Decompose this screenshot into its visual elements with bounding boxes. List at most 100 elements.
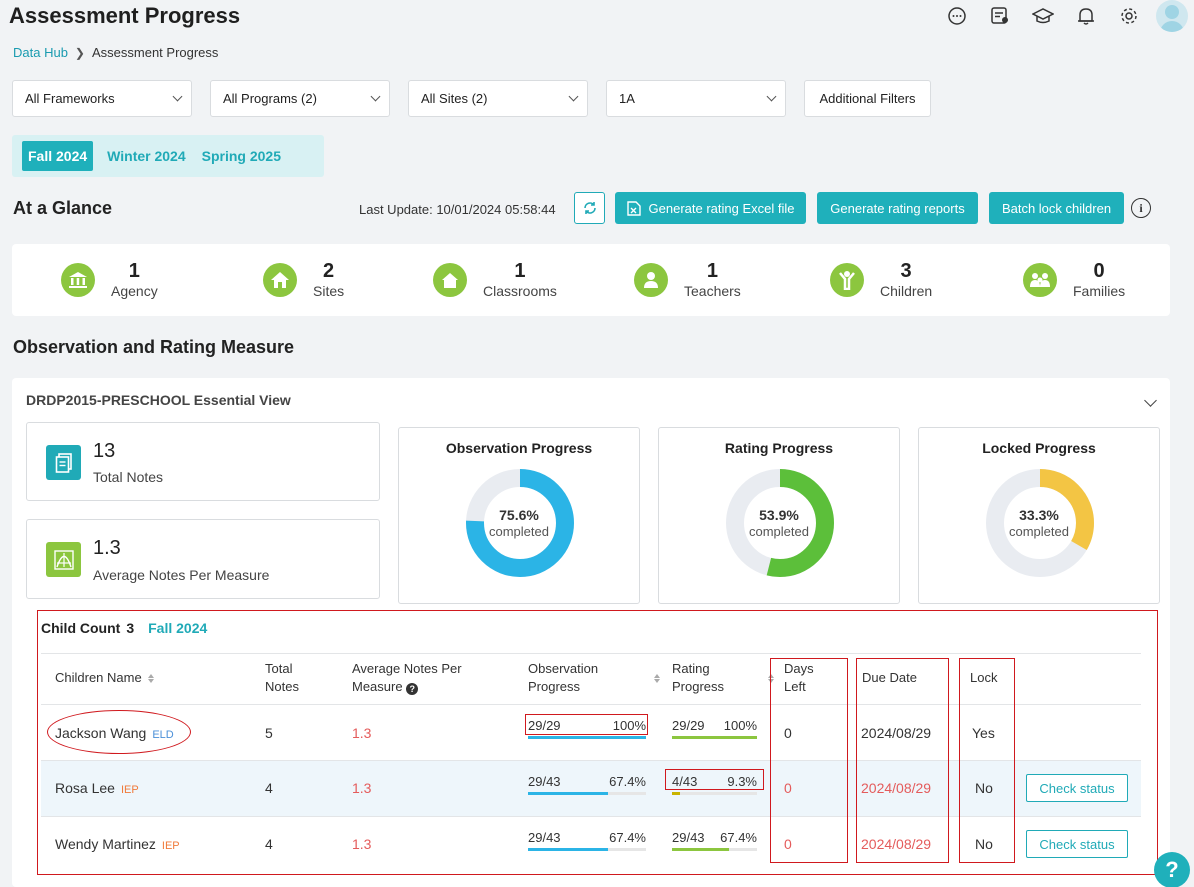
- chevron-down-icon: [370, 91, 381, 102]
- avg-notes-cell: 1.3: [352, 725, 372, 741]
- donut-subtitle: completed: [749, 524, 809, 539]
- child-name-cell[interactable]: Wendy Martinez IEP: [55, 836, 180, 852]
- lock-cell: No: [975, 780, 993, 796]
- chevron-down-icon: [568, 91, 579, 102]
- child-count-label: Child Count: [41, 620, 121, 636]
- generate-reports-button[interactable]: Generate rating reports: [817, 192, 978, 224]
- refresh-icon: [583, 202, 596, 214]
- batch-lock-button[interactable]: Batch lock children: [989, 192, 1124, 224]
- header-line: Days: [784, 661, 814, 676]
- total-notes-cell: 4: [265, 780, 273, 796]
- column-header-name[interactable]: Children Name: [55, 669, 154, 687]
- breadcrumb: Data Hub ❯ Assessment Progress: [13, 45, 218, 60]
- child-name-cell[interactable]: Rosa Lee IEP: [55, 780, 139, 796]
- progress-fraction: 29/43: [528, 774, 561, 789]
- due-date-cell: 2024/08/29: [861, 725, 932, 741]
- progress-fraction: 29/43: [672, 830, 705, 845]
- locked-progress-card: Locked Progress 33.3% completed: [918, 427, 1160, 604]
- help-button[interactable]: ?: [1154, 852, 1190, 887]
- days-left-cell: 0: [784, 780, 792, 796]
- notes-icon: [46, 445, 81, 480]
- due-date-cell: 2024/08/29: [861, 780, 932, 796]
- tab-spring-2025[interactable]: Spring 2025: [201, 148, 281, 164]
- column-header-due-date: Due Date: [862, 670, 917, 685]
- child-name: Rosa Lee: [55, 780, 115, 796]
- avatar[interactable]: [1156, 0, 1188, 32]
- sites-select[interactable]: All Sites (2): [408, 80, 588, 117]
- column-header-total-notes: Total Notes: [265, 660, 299, 696]
- progress-fill: [528, 792, 608, 795]
- help-circle-icon[interactable]: ?: [406, 683, 419, 695]
- due-date-cell: 2024/08/29: [861, 836, 932, 852]
- progress-fraction: 29/29: [672, 718, 705, 733]
- column-header-rating[interactable]: Rating Progress: [672, 660, 724, 696]
- total-notes-cell: 5: [265, 725, 273, 741]
- donut-percent: 75.6%: [499, 507, 539, 523]
- observation-progress-cell: 29/43 67.4%: [528, 774, 646, 795]
- days-left-cell: 0: [784, 836, 792, 852]
- bell-icon[interactable]: [1075, 5, 1097, 27]
- child-icon: [830, 263, 864, 297]
- observation-progress-card: Observation Progress 75.6% completed: [398, 427, 640, 604]
- stat-agency: 1 Agency: [61, 244, 158, 316]
- check-status-button[interactable]: Check status: [1026, 830, 1128, 858]
- rating-donut: [726, 469, 834, 577]
- graduation-cap-icon[interactable]: [1032, 5, 1054, 27]
- donut-percent: 53.9%: [759, 507, 799, 523]
- section-title-observation: Observation and Rating Measure: [13, 337, 295, 357]
- stat-value: 1: [514, 260, 526, 282]
- rating-progress-cell: 29/29 100%: [672, 718, 757, 739]
- classroom-select[interactable]: 1A: [606, 80, 786, 117]
- column-header-days-left: Days Left: [784, 660, 814, 696]
- gear-icon[interactable]: [1118, 5, 1140, 27]
- chevron-down-icon: [172, 91, 183, 102]
- header-line: Total: [265, 661, 293, 676]
- framework-select[interactable]: All Frameworks: [12, 80, 192, 117]
- donut-title: Rating Progress: [724, 440, 834, 456]
- stat-teachers-text: 1 Teachers: [684, 260, 741, 300]
- progress-bar: [528, 736, 646, 739]
- refresh-button[interactable]: [574, 192, 605, 224]
- document-user-icon[interactable]: [989, 5, 1011, 27]
- progress-bar: [672, 736, 757, 739]
- progress-bar: [528, 792, 646, 795]
- family-icon: [1023, 263, 1057, 297]
- annotation-table-box: [37, 610, 1158, 875]
- chat-icon[interactable]: [946, 5, 968, 27]
- donut-title: Locked Progress: [982, 440, 1096, 456]
- stat-label: Teachers: [684, 283, 741, 299]
- child-count-season: Fall 2024: [148, 620, 208, 636]
- table-row: Rosa Lee IEP 4 1.3 29/43 67.4% 4/43 9.3% 0 …: [41, 760, 1141, 816]
- check-status-button[interactable]: Check status: [1026, 774, 1128, 802]
- donut-arc: [726, 469, 834, 577]
- stat-children: 3 Children: [830, 244, 932, 316]
- header-line: Left: [784, 679, 806, 694]
- tab-winter-2024[interactable]: Winter 2024: [107, 148, 186, 164]
- tab-fall-2024[interactable]: Fall 2024: [22, 141, 94, 171]
- header-line: Observation: [528, 661, 599, 676]
- programs-select[interactable]: All Programs (2): [210, 80, 390, 117]
- generate-excel-button[interactable]: Generate rating Excel file: [615, 192, 806, 224]
- observation-donut: [466, 469, 574, 577]
- info-icon[interactable]: i: [1131, 198, 1151, 218]
- progress-fill: [672, 792, 680, 795]
- stat-value: 3: [900, 260, 912, 282]
- section-title-at-a-glance: At a Glance: [13, 198, 113, 218]
- additional-filters-button[interactable]: Additional Filters: [804, 80, 931, 117]
- stat-label: Sites: [313, 283, 345, 299]
- progress-percent: 100%: [612, 718, 646, 733]
- chart-icon: [46, 542, 81, 577]
- stat-value: 1: [706, 260, 718, 282]
- stats-card: 1 Agency 2 Sites 1 Classrooms 1 Teachers: [12, 244, 1170, 316]
- progress-fraction: 4/43: [672, 774, 698, 789]
- breadcrumb-data-hub[interactable]: Data Hub: [13, 45, 68, 60]
- header-icons: [925, 0, 1188, 32]
- rating-progress-cell: 29/43 67.4%: [672, 830, 757, 851]
- progress-fraction: 29/29: [528, 718, 561, 733]
- stat-families: 0 Families: [1023, 244, 1125, 316]
- column-header-observation[interactable]: Observation Progress: [528, 660, 598, 696]
- bank-icon: [61, 263, 95, 297]
- total-notes-label: Total Notes: [93, 469, 164, 485]
- stat-label: Classrooms: [483, 283, 557, 299]
- stat-value: 1: [128, 260, 140, 282]
